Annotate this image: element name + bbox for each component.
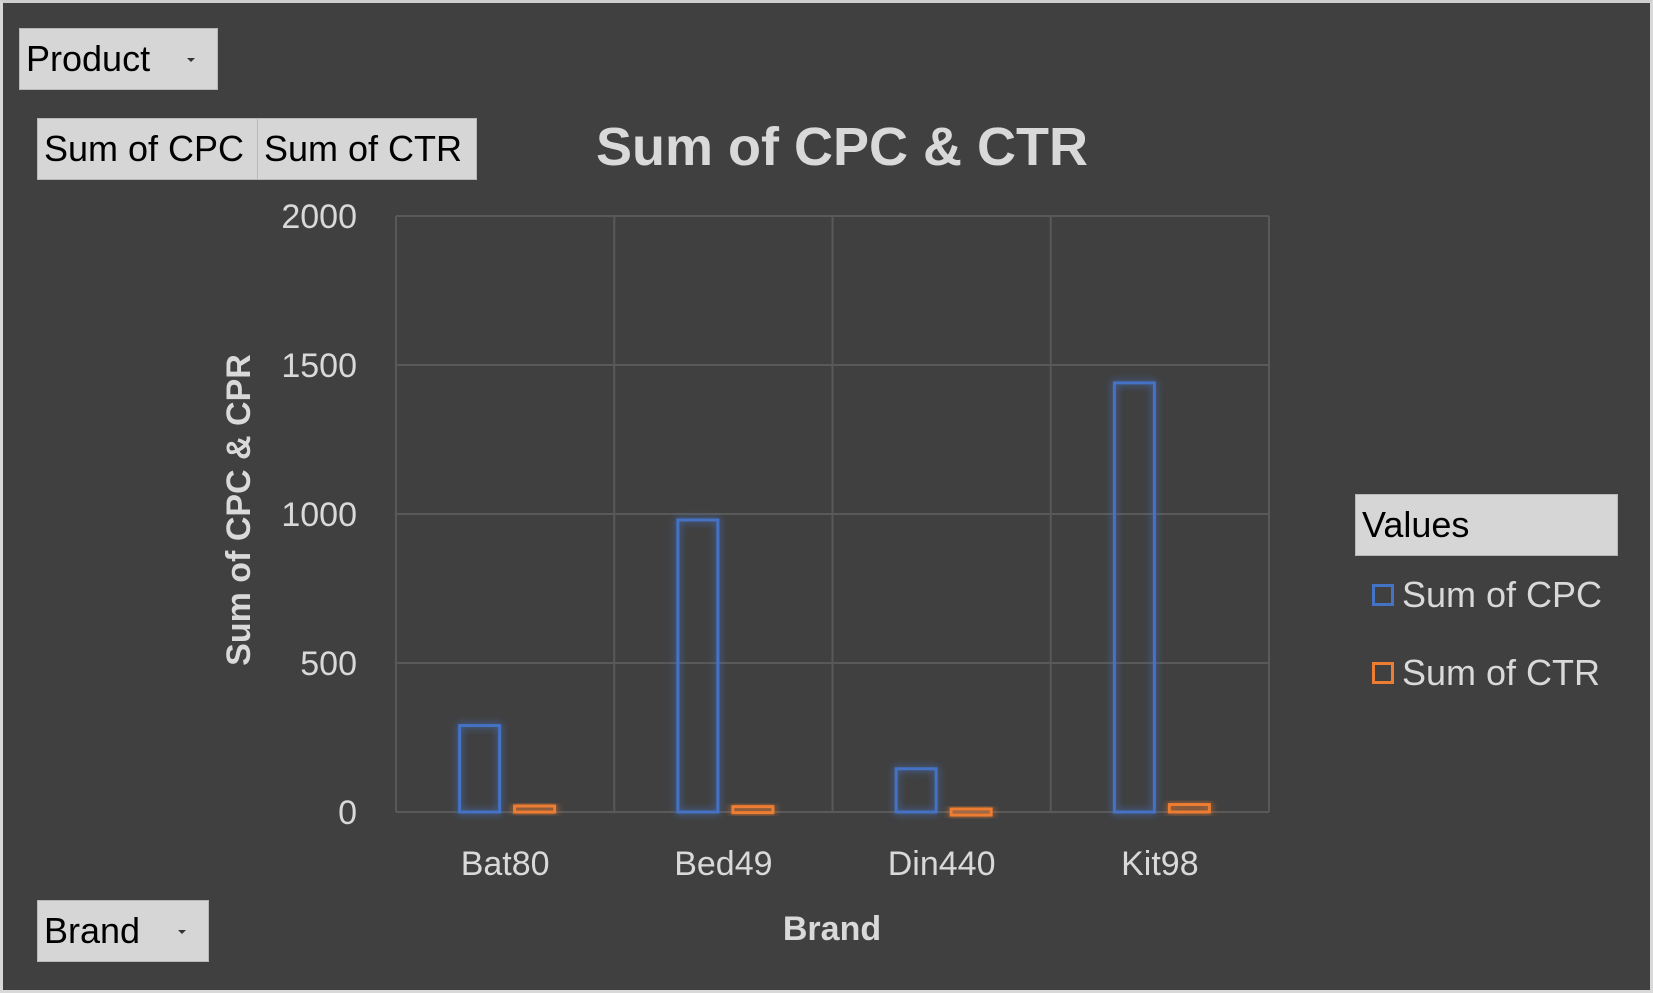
bar-ctr-bed49 [731,805,775,815]
legend-label-ctr: Sum of CTR [1402,652,1601,693]
y-tick-label: 500 [300,645,357,683]
chevron-down-icon [187,58,195,62]
bar-ctr-din440 [949,807,993,817]
x-tick-label: Kit98 [1121,845,1199,883]
product-filter-button[interactable]: Product [19,28,218,90]
legend-item-cpc[interactable]: Sum of CPC [1372,574,1602,616]
bar-ctr-bat80 [513,804,557,814]
legend-label-cpc: Sum of CPC [1402,574,1603,615]
bar-ctr-kit98 [1167,803,1211,814]
x-tick-label: Din440 [888,845,996,883]
y-axis-label: Sum of CPC & CPR [220,354,258,666]
x-tick-label: Bed49 [674,845,772,883]
legend-header[interactable]: Values [1355,494,1618,556]
value-field-ctr-label: Sum of CTR [264,128,463,169]
chevron-down-icon [178,930,186,934]
bar-cpc-kit98 [1112,381,1156,814]
bar-cpc-bed49 [676,518,720,814]
legend-item-ctr[interactable]: Sum of CTR [1372,652,1600,694]
brand-filter-label: Brand [44,910,141,951]
x-tick-label: Bat80 [461,845,550,883]
y-tick-label: 1000 [281,496,357,534]
brand-filter-button[interactable]: Brand [37,900,209,962]
bar-cpc-din440 [894,767,938,814]
product-filter-label: Product [26,38,151,79]
legend-swatch-cpc [1372,584,1394,606]
value-field-cpc-label: Sum of CPC [44,128,245,169]
value-field-ctr-button[interactable]: Sum of CTR [257,118,477,180]
y-tick-label: 2000 [281,198,357,236]
legend-swatch-ctr [1372,662,1394,684]
bar-cpc-bat80 [458,724,502,814]
chart-title: Sum of CPC & CTR [596,117,1088,177]
x-axis-label: Brand [783,910,881,948]
y-tick-label: 0 [338,794,357,832]
legend-header-label: Values [1362,504,1470,545]
y-tick-label: 1500 [281,347,357,385]
